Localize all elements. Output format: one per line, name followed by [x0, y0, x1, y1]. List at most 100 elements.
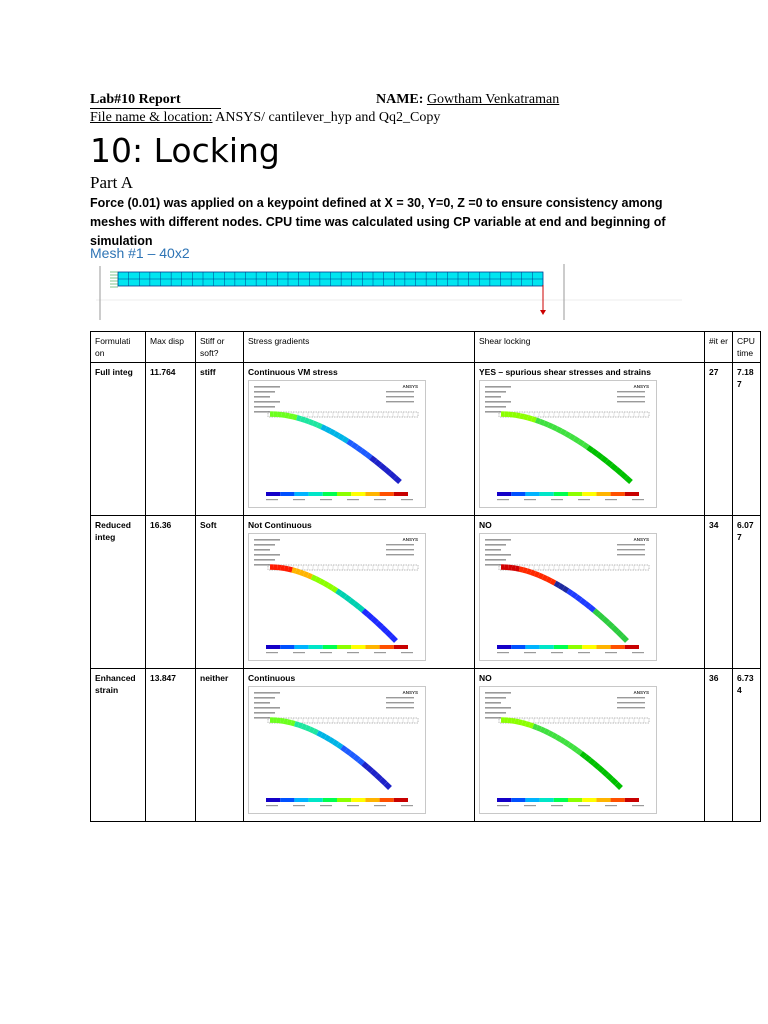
deformed-segment: [370, 616, 379, 625]
deformed-segment: [534, 417, 541, 425]
file-value: ANSYS/ cantilever_hyp and Qq2_Copy: [215, 110, 441, 125]
deformed-segment: [517, 719, 523, 726]
legend-color-band: [582, 798, 597, 802]
legend-text-line: [485, 539, 511, 541]
header-cell: Stress gradients: [243, 331, 475, 363]
legend-color-band: [568, 798, 583, 802]
deformed-segment: [609, 777, 619, 786]
mesh-grid: [110, 271, 544, 288]
stiffness-cell: Soft: [195, 515, 244, 669]
iter-cell: 27: [704, 362, 733, 516]
legend-tick-text: [497, 805, 509, 807]
deformed-segment: [606, 620, 615, 629]
legend-color-band: [525, 492, 540, 496]
legend-tick-text: [293, 805, 305, 807]
legend-tick-text: [524, 652, 536, 654]
legend-text-line: [254, 717, 270, 719]
header-cell: #it er: [704, 331, 733, 363]
table-row: Reduced integ 16.36 Soft Not Continuous A…: [90, 515, 761, 669]
deformed-segment: [596, 765, 605, 774]
deformed-segment: [574, 594, 583, 603]
deformed-segment: [284, 565, 289, 572]
legend-text-line: [386, 391, 414, 393]
deformed-segment: [549, 578, 557, 586]
deformed-segment: [333, 430, 341, 439]
legend-tick-text: [293, 499, 305, 501]
deformed-segment: [312, 420, 319, 428]
deformed-segment: [564, 430, 572, 439]
legend-color-band: [393, 645, 408, 649]
header-cell: Stiff or soft?: [195, 331, 244, 363]
deformed-segment: [369, 455, 378, 464]
legend-color-band: [294, 492, 309, 496]
legend-tick-text: [632, 499, 644, 501]
file-line: File name & location: ANSYS/ cantilever_…: [90, 110, 440, 126]
header-cell: Shear locking: [474, 331, 705, 363]
deformed-segment: [324, 426, 332, 434]
deformed-segment: [559, 736, 567, 745]
shear-cell: NO ANSYS: [474, 668, 705, 822]
mesh-figure: [96, 264, 682, 320]
stress-cell: Continuous ANSYS: [243, 668, 475, 822]
legend-text-line: [485, 396, 501, 398]
legend-text-line: [254, 411, 270, 413]
deformed-segment: [297, 722, 304, 729]
deformed-segment: [370, 769, 379, 778]
contour-plot: ANSYS: [248, 380, 426, 508]
deformed-segment: [326, 583, 334, 591]
deformed-segment: [601, 769, 610, 778]
deformed-segment: [610, 624, 620, 634]
lab-label: Lab#10 Report: [90, 92, 221, 109]
legend-text-line: [254, 697, 275, 699]
deformed-segment: [308, 726, 315, 734]
legend-tick-text: [524, 499, 536, 501]
deformed-segment: [318, 578, 326, 586]
legend-text-line: [254, 559, 275, 561]
deformed-segment: [296, 415, 302, 422]
deformed-segment: [348, 597, 356, 606]
legend-tick-text: [605, 805, 617, 807]
legend-color-band: [308, 492, 323, 496]
legend-color-band: [582, 492, 597, 496]
shear-cell: YES – spurious shear stresses and strain…: [474, 362, 705, 516]
legend-tick-text: [347, 499, 359, 501]
ansys-logo-text: ANSYS: [402, 690, 418, 695]
deformed-segment: [283, 718, 289, 725]
legend-color-band: [365, 645, 380, 649]
legend-text-line: [386, 554, 414, 556]
legend-color-band: [379, 798, 394, 802]
legend-tick-text: [401, 805, 413, 807]
deformed-segment: [364, 451, 373, 460]
legend-tick-text: [551, 499, 563, 501]
deformed-segment: [303, 417, 310, 425]
legend-text-line: [386, 401, 414, 403]
deformed-segment: [579, 751, 588, 759]
legend-color-band: [294, 798, 309, 802]
file-label: File name & location:: [90, 110, 213, 125]
legend-text-line: [386, 396, 414, 398]
legend-color-band: [497, 798, 512, 802]
deformed-segment: [596, 612, 606, 621]
contour-plot: ANSYS: [248, 686, 426, 814]
legend-color-band: [624, 798, 639, 802]
deformed-segment: [619, 471, 628, 480]
ansys-logo-text: ANSYS: [633, 384, 649, 389]
cpu-cell: 7.18 7: [732, 362, 761, 516]
deformed-segment: [328, 428, 336, 436]
legend-tick-text: [551, 805, 563, 807]
deformed-segment: [389, 634, 398, 643]
legend-tick-text: [605, 652, 617, 654]
deformed-segment: [620, 634, 629, 643]
max-disp-cell: 13.847: [145, 668, 196, 822]
legend-color-band: [266, 645, 281, 649]
legend-text-line: [254, 396, 270, 398]
mesh-heading: Mesh #1 – 40x2: [90, 245, 190, 261]
deformed-segment: [614, 466, 623, 476]
legend-color-band: [280, 798, 295, 802]
deformed-segment: [586, 445, 595, 453]
contour-plot: ANSYS: [248, 533, 426, 661]
cpu-cell: 6.07 7: [732, 515, 761, 669]
legend-color-band: [596, 645, 611, 649]
contour-plot: ANSYS: [479, 533, 657, 661]
iter-cell: 36: [704, 668, 733, 822]
